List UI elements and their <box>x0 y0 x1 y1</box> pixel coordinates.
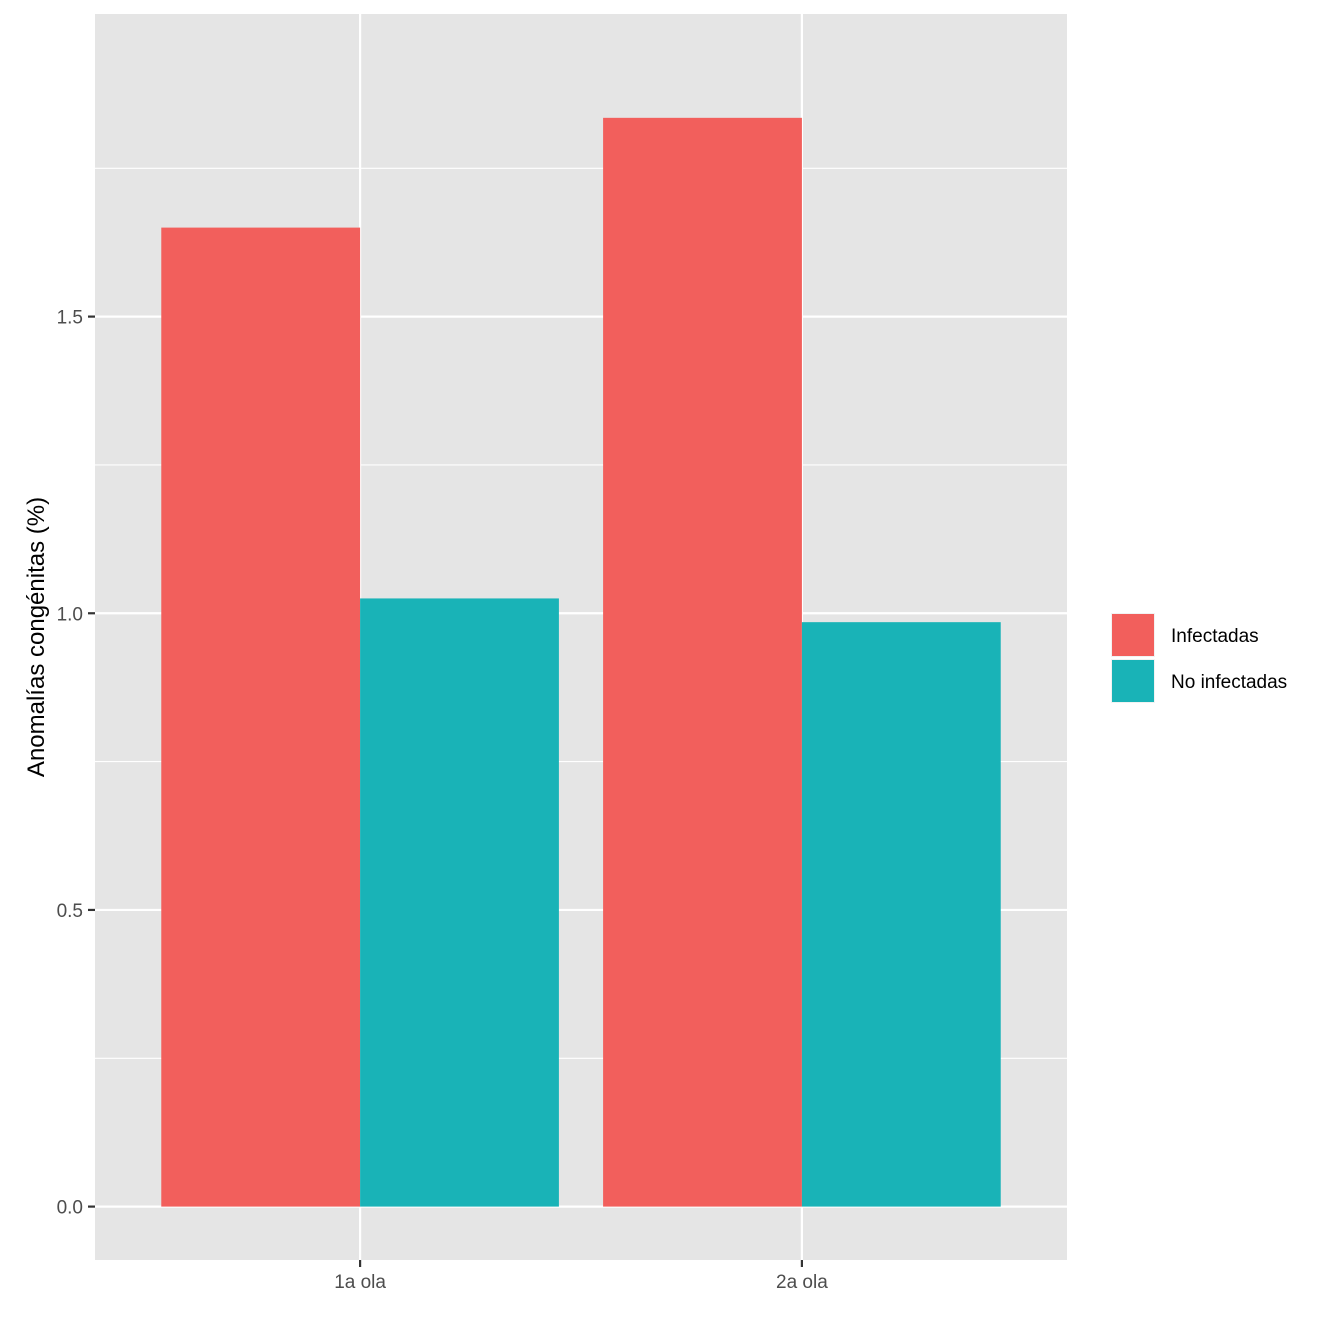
y-tick-label: 1.5 <box>57 308 83 329</box>
x-tick-label: 2a ola <box>776 1272 828 1293</box>
bars <box>161 117 1001 1207</box>
legend-label: Infectadas <box>1171 626 1259 647</box>
legend: Infectadas No infectadas <box>1111 613 1287 703</box>
x-axis: 1a ola 2a ola <box>334 1260 828 1293</box>
legend-key <box>1112 614 1154 656</box>
legend-label: No infectadas <box>1171 672 1287 693</box>
bar <box>161 227 361 1207</box>
bar <box>603 117 802 1207</box>
bar <box>801 622 1001 1207</box>
y-tick-label: 1.0 <box>57 604 83 625</box>
y-axis: 0.0 0.5 1.0 1.5 <box>57 308 95 1219</box>
y-tick-label: 0.5 <box>57 901 83 922</box>
x-tick-label: 1a ola <box>334 1272 386 1293</box>
bar <box>360 598 559 1207</box>
legend-key <box>1112 660 1154 702</box>
y-axis-title: Anomalías congénitas (%) <box>23 497 50 777</box>
y-tick-label: 0.0 <box>57 1198 83 1219</box>
